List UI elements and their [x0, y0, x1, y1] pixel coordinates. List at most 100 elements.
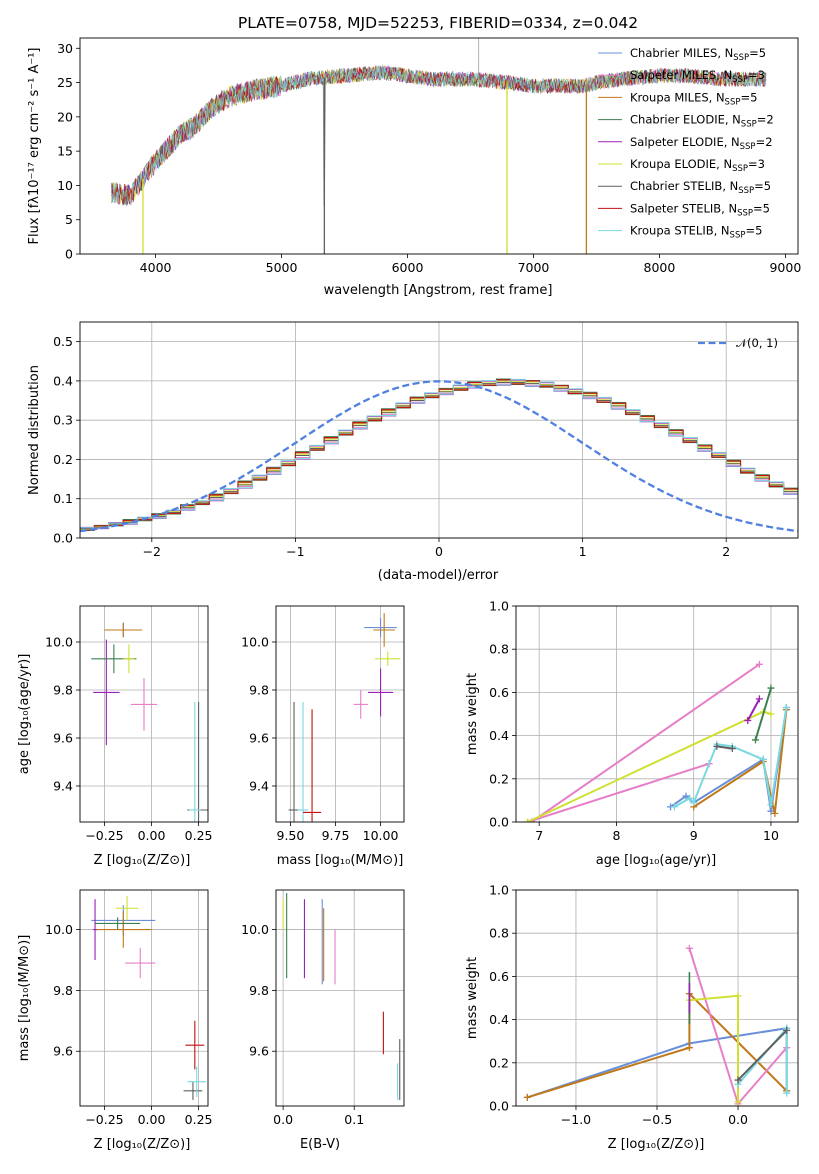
sfh-marker [728, 745, 736, 753]
sfh-age-ylabel: mass weight [465, 673, 480, 755]
sfh-age-panel: 7 8 9 10 0.0 0.2 0.4 0.6 0.8 1.0 [489, 599, 799, 843]
x-tick-label: 9.75 [322, 828, 350, 843]
x-tick-label: 1 [579, 544, 587, 559]
x-tick-label: 0.0 [728, 1112, 748, 1127]
y-tick-label: 0.6 [489, 685, 509, 700]
gauss-legend-label: 𝒩(0, 1) [736, 336, 778, 350]
sfh-marker [783, 1026, 791, 1034]
sfh-marker [685, 1044, 693, 1052]
y-tick-label: 9.8 [249, 983, 269, 998]
y-tick-label: 5 [65, 212, 73, 227]
y-tick-label: 0.0 [489, 815, 509, 830]
y-tick-label: 1.0 [489, 599, 509, 614]
sfh-Z-xlabel: Z [log₁₀(Z/Z⊙)] [608, 1137, 705, 1152]
y-tick-label: 10.0 [45, 635, 73, 650]
legend-entry: Kroupa ELODIE, NSSP=3 [630, 157, 765, 174]
sfh-marker [682, 792, 690, 800]
axes-frame [275, 889, 405, 1107]
y-tick-label: 0.8 [489, 926, 509, 941]
y-tick-label: 0 [65, 247, 73, 262]
sfh-marker [524, 818, 532, 822]
x-tick-label: 0.1 [344, 1112, 364, 1127]
axes-frame [79, 37, 799, 255]
age-Z-xlabel: Z [log₁₀(Z/Z⊙)] [94, 853, 191, 868]
y-tick-label: 1.0 [489, 883, 509, 898]
x-tick-label: −1 [286, 544, 304, 559]
axes-frame [79, 321, 799, 539]
x-tick-label: 7 [535, 828, 543, 843]
axes-frame [515, 605, 799, 823]
sfh-marker [734, 1076, 742, 1084]
legend-entry: Chabrier STELIB, NSSP=5 [630, 179, 771, 196]
x-tick-label: 10 [763, 828, 779, 843]
y-tick-label: 0.0 [53, 531, 73, 546]
y-tick-label: 0.4 [53, 373, 73, 388]
sfh-marker [767, 684, 775, 692]
x-tick-label: 0.0 [273, 1112, 293, 1127]
sfh-line [527, 710, 772, 822]
x-tick-label: 8 [612, 828, 620, 843]
axes-frame [275, 605, 405, 823]
y-tick-label: 0.1 [53, 491, 73, 506]
sfh-age-xlabel: age [log₁₀(age/yr)] [596, 853, 717, 868]
y-tick-label: 9.8 [53, 983, 73, 998]
legend-entry: Chabrier MILES, NSSP=5 [630, 46, 766, 63]
y-tick-label: 9.6 [53, 1044, 73, 1059]
sfh-Z-panel: −1.0 −0.5 0.0 0.0 0.2 0.4 0.6 0.8 1.0 [489, 883, 799, 1127]
sfh-line [689, 994, 739, 1102]
x-tick-label: −1.0 [561, 1112, 591, 1127]
spectrum-line [111, 65, 767, 205]
y-tick-label: 9.6 [249, 731, 269, 746]
axes-frame [79, 605, 209, 823]
legend-entry: Salpeter STELIB, NSSP=5 [630, 201, 770, 218]
y-tick-label: 10.0 [241, 635, 269, 650]
y-tick-label: 9.6 [53, 731, 73, 746]
sfh-line [746, 698, 761, 721]
sfh-marker [734, 1098, 742, 1106]
y-tick-label: 9.4 [249, 779, 269, 794]
age-mass-xlabel: mass [log₁₀(M/M⊙)] [277, 853, 404, 868]
sfh-marker [759, 755, 767, 763]
sfh-marker [685, 944, 693, 952]
sfh-marker [755, 660, 763, 668]
x-tick-label: 0 [435, 544, 443, 559]
x-tick-label: 9.50 [277, 828, 305, 843]
x-tick-label: 9 [690, 828, 698, 843]
histogram-step [80, 378, 798, 538]
y-tick-label: 10.0 [45, 922, 73, 937]
x-tick-label: 4000 [140, 260, 172, 275]
mass-EBV-xlabel: E(B-V) [300, 1137, 340, 1152]
mass-Z-ylabel: mass [log₁₀(M/M⊙)] [17, 935, 32, 1062]
legend-entry: Chabrier ELODIE, NSSP=2 [630, 113, 774, 130]
x-tick-label: −0.25 [85, 828, 123, 843]
sfh-marker [783, 1089, 791, 1097]
y-tick-label: 0.2 [489, 771, 509, 786]
sfh-Z-ylabel: mass weight [465, 957, 480, 1039]
sfh-line [527, 762, 710, 822]
axes-frame [79, 889, 209, 1107]
gaussian-curve [80, 380, 798, 533]
sfh-marker [686, 794, 694, 802]
legend-entry: Salpeter ELODIE, NSSP=2 [630, 135, 773, 152]
histogram-step [80, 381, 798, 538]
residual-ylabel: Normed distribution [27, 365, 42, 495]
y-tick-label: 20 [57, 109, 73, 124]
histogram-step [80, 379, 798, 538]
residual-panel: −2 −1 0 1 2 0.0 0.1 0.2 0.3 0.4 0.5 [53, 321, 799, 559]
x-tick-label: 10.00 [363, 828, 399, 843]
sfh-marker [744, 716, 752, 724]
x-tick-label: 0.00 [138, 1112, 166, 1127]
legend-entry: Salpeter MILES, NSSP=3 [630, 68, 765, 85]
x-tick-label: 2 [722, 544, 730, 559]
x-tick-label: 0.25 [185, 1112, 213, 1127]
y-tick-label: 25 [57, 75, 73, 90]
y-tick-label: 0.3 [53, 413, 73, 428]
y-tick-label: 0.6 [489, 969, 509, 984]
legend-entry: Kroupa STELIB, NSSP=5 [630, 224, 762, 241]
y-tick-label: 0.0 [489, 1099, 509, 1114]
sfh-marker [523, 1093, 531, 1101]
histogram-step [80, 378, 798, 538]
sfh-marker [755, 695, 763, 703]
y-tick-label: 15 [57, 144, 73, 159]
